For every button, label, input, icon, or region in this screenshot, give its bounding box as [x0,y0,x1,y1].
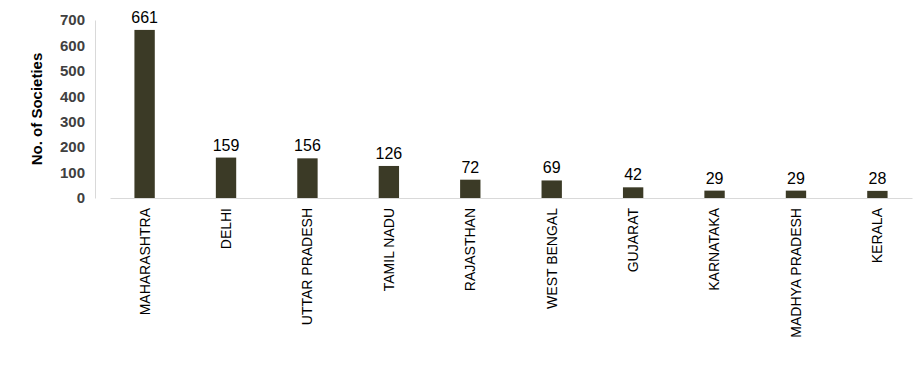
y-tick: 0 [77,189,95,206]
chart: 0 100 200 300 400 500 600 700 MAHARASHTRA DELHI UT… [0,0,920,380]
data-label: 72 [461,159,479,176]
y-tick-label: 200 [60,138,85,155]
y-tick-label: 500 [60,62,85,79]
bar [704,191,724,198]
y-tick-label: 100 [60,164,85,181]
x-tick: RAJASTHAN [462,198,478,291]
bars [134,30,887,198]
y-axis-line [95,21,96,199]
x-tick-label: KERALA [869,207,885,263]
data-label: 126 [376,145,403,162]
x-tick-label: DELHI [218,208,234,249]
x-tick: KARNATAKA [706,198,722,291]
bar [867,191,887,198]
data-label: 661 [131,9,158,26]
y-tick: 600 [60,37,95,54]
x-tick: MAHARASHTRA [137,198,153,315]
y-tick-label: 300 [60,113,85,130]
bar [216,158,236,198]
data-label: 156 [294,137,321,154]
x-tick-label: UTTAR PRADESH [299,208,315,325]
x-tick: TAMIL NADU [381,198,397,291]
bar [379,166,399,198]
x-tick-label: TAMIL NADU [381,208,397,291]
data-label: 29 [706,170,724,187]
y-tick: 400 [60,88,95,105]
y-tick: 500 [60,62,95,79]
x-tick: UTTAR PRADESH [299,198,315,325]
x-tick: DELHI [218,198,234,249]
data-label: 29 [787,170,805,187]
data-label: 42 [624,166,642,183]
x-tick: WEST BENGAL [544,198,560,309]
bar [542,180,562,198]
data-labels: 661 159 156 126 72 69 42 29 29 28 [131,9,886,187]
x-tick-label: MADHYA PRADESH [788,208,804,338]
y-tick: 300 [60,113,95,130]
bar [134,30,154,198]
x-tick-label: KARNATAKA [706,207,722,290]
bar [460,180,480,198]
bar [297,158,317,198]
plot: 0 100 200 300 400 500 600 700 MAHARASHTRA DELHI UT… [60,9,913,338]
y-tick-label: 700 [60,11,85,28]
y-tick-label: 600 [60,37,85,54]
data-label: 28 [868,170,886,187]
x-tick: GUJARAT [625,198,641,272]
x-tick: MADHYA PRADESH [788,198,804,338]
y-tick: 200 [60,138,95,155]
y-axis: 0 100 200 300 400 500 600 700 [60,11,96,206]
bar [786,191,806,198]
x-tick: KERALA [869,198,885,263]
y-tick-label: 0 [77,189,85,206]
x-tick-label: WEST BENGAL [544,208,560,309]
x-axis: MAHARASHTRA DELHI UTTAR PRADESH TAMIL NADU R… [111,198,913,338]
x-axis-line [111,198,913,199]
x-tick-label: GUJARAT [625,208,641,273]
data-label: 159 [213,137,240,154]
bar [623,187,643,198]
data-label: 69 [543,159,561,176]
x-tick-label: MAHARASHTRA [137,207,153,315]
y-axis-title: No. of Societies [28,53,45,166]
y-tick: 700 [60,11,95,28]
x-tick-label: RAJASTHAN [462,208,478,291]
y-tick-label: 400 [60,88,85,105]
y-tick: 100 [60,164,95,181]
